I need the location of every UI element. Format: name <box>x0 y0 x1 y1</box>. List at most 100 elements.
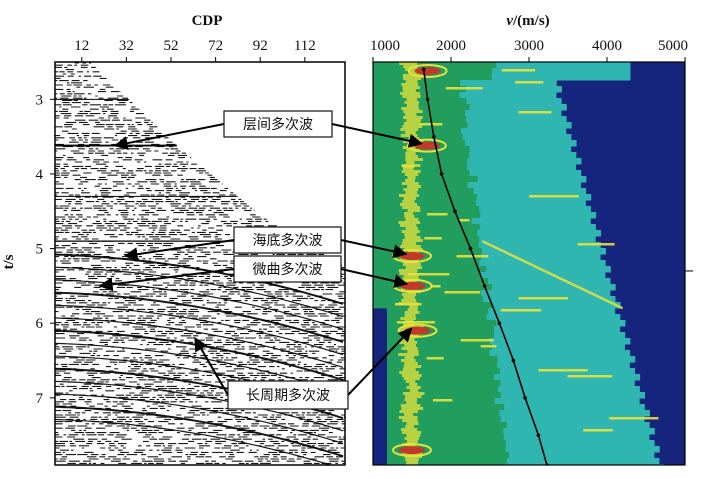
spectrum-cyan-band <box>373 248 606 255</box>
spectrum-green-band <box>373 452 509 459</box>
energy-column <box>404 101 419 104</box>
spectrum-cyan-band <box>373 422 650 429</box>
energy-column <box>405 68 423 71</box>
energy-column <box>399 410 418 413</box>
spectrum-yellow-streak <box>609 417 659 420</box>
spectrum-cyan-band <box>373 68 631 75</box>
spectrum-cyan-band <box>373 152 577 159</box>
annotation-box <box>233 255 342 283</box>
spectrum-yellow-streak <box>500 309 542 312</box>
spectrum-cyan-band <box>373 146 572 153</box>
annotation-box <box>223 110 333 138</box>
energy-column <box>402 200 415 203</box>
spectrum-green-band <box>373 206 480 213</box>
spectrum-cyan-band <box>373 302 621 309</box>
spectrum-yellow-streak <box>424 237 442 240</box>
spectrum-cyan-band <box>373 356 636 363</box>
energy-column <box>403 365 422 368</box>
energy-column <box>402 239 423 242</box>
energy-column <box>405 191 418 194</box>
spectrum-cyan-band <box>373 98 562 105</box>
spectrum-green-band <box>373 428 504 435</box>
spectrum-green-band <box>373 344 492 351</box>
y-tick-label: 5 <box>36 242 44 258</box>
gather-frame <box>54 61 346 466</box>
energy-column <box>403 392 425 395</box>
spectrum-green-band <box>373 254 482 261</box>
energy-column <box>404 437 419 440</box>
energy-column <box>401 107 420 110</box>
spectrum-yellow-streak <box>583 429 613 432</box>
spectrum-cyan-band <box>373 182 581 189</box>
energy-column <box>401 170 421 173</box>
energy-column <box>407 209 421 212</box>
spectrum-yellow-streak <box>427 213 448 216</box>
x-tick-label-cdp: 72 <box>208 38 223 54</box>
energy-column <box>405 152 416 155</box>
energy-hotspot-ring <box>407 63 448 78</box>
spectrum-green-band <box>373 266 487 273</box>
energy-column <box>404 413 414 416</box>
energy-column <box>401 293 417 296</box>
energy-hotspot-ring <box>392 443 432 458</box>
annotation-label: 长周期多次波 <box>246 387 330 404</box>
energy-hotspot <box>399 446 425 455</box>
x-tick-label-cdp: 92 <box>253 38 268 54</box>
energy-column <box>400 245 421 248</box>
velocity-symbol: v <box>506 13 513 29</box>
spectrum-green-band <box>373 434 504 441</box>
energy-column <box>404 215 415 218</box>
energy-column <box>403 167 414 170</box>
energy-column <box>407 308 418 311</box>
spectrum-green-band <box>373 338 490 345</box>
energy-column <box>409 71 418 74</box>
curved-multiple <box>55 393 344 445</box>
spectrum-yellow-streak <box>567 375 613 378</box>
spectrum-cyan-band <box>373 212 597 219</box>
energy-column <box>403 122 420 125</box>
spectrum-cyan-band <box>373 80 557 87</box>
energy-column <box>406 422 419 425</box>
energy-column <box>402 125 423 128</box>
energy-column <box>406 401 417 404</box>
spectrum-yellow-streak <box>501 69 536 72</box>
annotation-box <box>233 226 342 254</box>
leader-to-spectrum <box>331 123 423 148</box>
velocity-pick-point <box>468 246 473 251</box>
velocity-pick-point <box>497 321 502 326</box>
spectrum-yellow-streak <box>396 321 436 324</box>
energy-column <box>399 341 417 344</box>
spectrum-yellow-streak <box>460 339 494 342</box>
energy-column <box>409 389 419 392</box>
curved-multiple <box>55 342 344 394</box>
spectrum-cyan-band <box>373 164 577 171</box>
energy-column <box>405 395 422 398</box>
spectrum-cyan-band <box>373 224 596 231</box>
y-axis-title: t/s <box>1 254 17 269</box>
energy-column <box>398 353 419 356</box>
y-tick-label: 4 <box>36 167 44 183</box>
leader-to-spectrum <box>347 327 413 396</box>
spectrum-green-band <box>373 146 470 153</box>
energy-hotspot <box>414 66 441 75</box>
spectrum-green-band <box>373 194 477 201</box>
energy-column <box>400 404 421 407</box>
spectrum-cyan-band <box>373 350 631 357</box>
energy-column <box>404 398 418 401</box>
energy-column <box>398 269 418 272</box>
curved-multiple <box>55 317 344 368</box>
spectrum-yellow-streak <box>538 369 588 372</box>
velocity-pick-point <box>482 284 487 288</box>
spectrum-yellow-streak <box>445 87 483 90</box>
annotation-label: 层间多次波 <box>243 116 313 133</box>
energy-column <box>400 92 421 95</box>
energy-column <box>407 176 416 179</box>
energy-column <box>406 98 418 101</box>
velocity-trend-line <box>422 69 548 465</box>
energy-column <box>402 419 418 422</box>
spectrum-green-band <box>373 278 488 285</box>
spectrum-cyan-band <box>373 404 645 411</box>
energy-column <box>398 416 418 419</box>
energy-column <box>402 263 421 266</box>
spectrum-cyan-band <box>373 452 655 459</box>
